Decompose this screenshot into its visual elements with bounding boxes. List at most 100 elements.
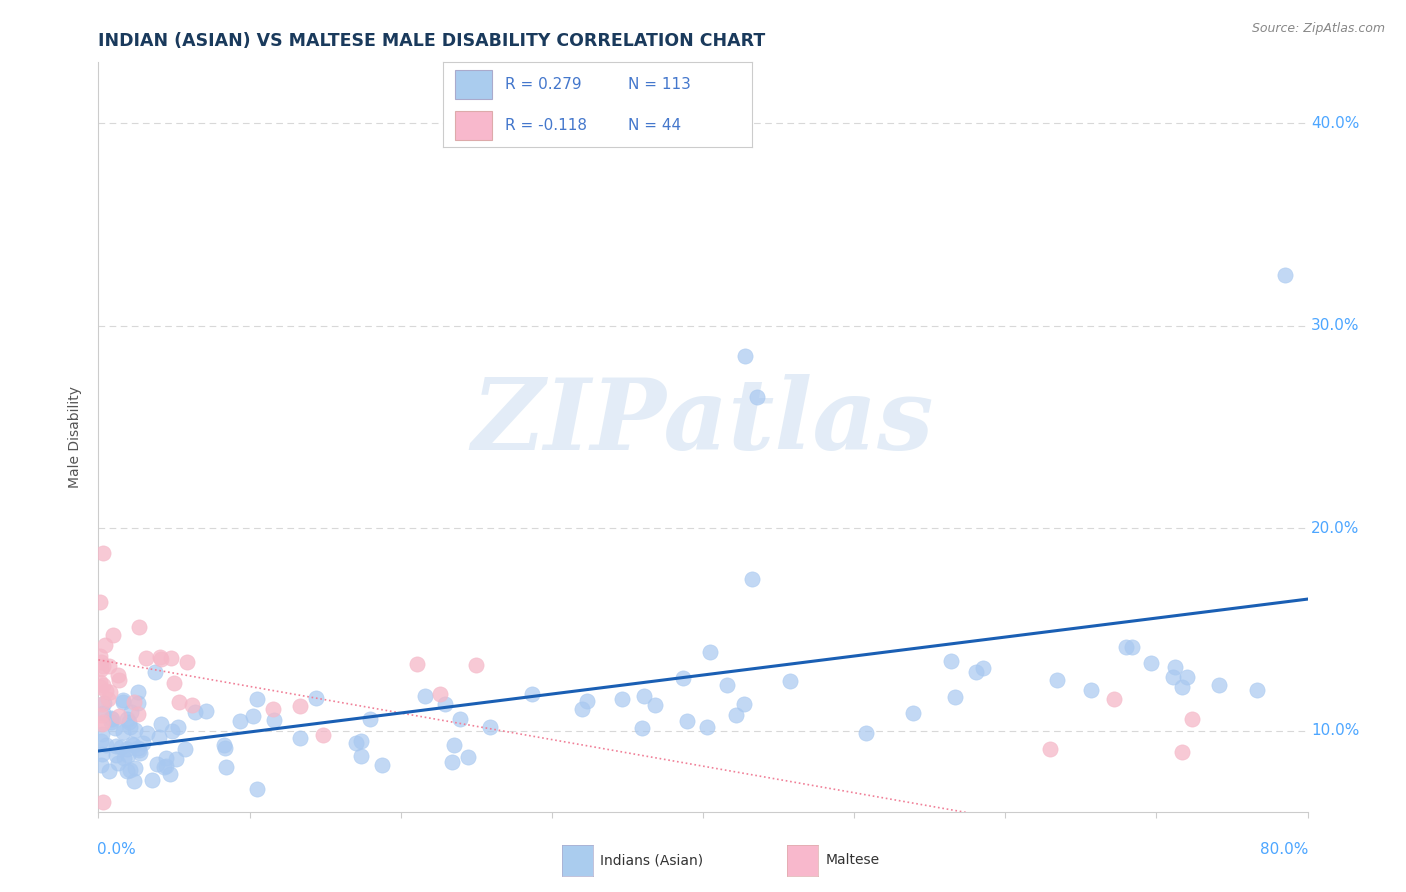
Point — [305, 690, 328, 705]
Point — [120, 763, 142, 777]
Point — [214, 740, 236, 755]
Point — [1039, 742, 1062, 756]
Point — [159, 766, 181, 780]
Point — [160, 724, 183, 739]
Point — [741, 572, 763, 586]
Point — [115, 742, 138, 756]
Point — [699, 645, 721, 659]
Point — [972, 661, 994, 675]
Point — [90, 707, 112, 722]
Point — [1080, 683, 1102, 698]
Point — [263, 713, 285, 727]
Point — [148, 730, 170, 744]
Point — [127, 696, 149, 710]
Point — [181, 698, 204, 712]
Point — [214, 760, 236, 774]
Point — [143, 665, 166, 679]
Point — [1181, 712, 1204, 726]
Point — [344, 736, 367, 750]
Point — [457, 749, 479, 764]
Point — [350, 734, 373, 748]
Point — [120, 721, 142, 735]
Point — [1164, 660, 1187, 674]
Point — [672, 671, 695, 685]
Point — [128, 743, 150, 757]
Point — [91, 706, 114, 720]
Point — [108, 709, 131, 723]
Point — [779, 673, 801, 688]
Point — [855, 725, 877, 739]
Point — [1121, 640, 1143, 655]
Point — [122, 695, 145, 709]
Point — [135, 650, 157, 665]
Point — [716, 678, 738, 692]
Point — [571, 702, 593, 716]
Point — [312, 727, 335, 741]
Point — [104, 721, 127, 735]
Point — [104, 747, 127, 762]
Point — [478, 720, 501, 734]
Text: INDIAN (ASIAN) VS MALTESE MALE DISABILITY CORRELATION CHART: INDIAN (ASIAN) VS MALTESE MALE DISABILIT… — [98, 32, 766, 50]
Point — [290, 731, 312, 746]
Point — [94, 638, 117, 652]
Point — [939, 654, 962, 668]
Text: N = 44: N = 44 — [628, 118, 682, 133]
Text: 30.0%: 30.0% — [1312, 318, 1360, 334]
Point — [734, 349, 756, 363]
Point — [115, 712, 138, 726]
Point — [1161, 670, 1184, 684]
Point — [94, 684, 117, 698]
Point — [631, 722, 654, 736]
Point — [112, 695, 135, 709]
Point — [522, 688, 544, 702]
Point — [121, 737, 143, 751]
Point — [465, 657, 488, 672]
Point — [149, 652, 172, 666]
Point — [676, 714, 699, 729]
Point — [350, 749, 373, 764]
Point — [633, 689, 655, 703]
Point — [288, 698, 311, 713]
Text: R = -0.118: R = -0.118 — [505, 118, 586, 133]
Point — [1045, 673, 1067, 688]
Point — [105, 739, 128, 754]
Point — [167, 720, 190, 734]
Point — [1115, 640, 1137, 654]
Point — [107, 668, 129, 682]
Point — [128, 620, 150, 634]
Point — [903, 706, 925, 721]
Point — [1208, 678, 1230, 692]
Point — [122, 773, 145, 788]
Point — [89, 680, 111, 694]
Point — [89, 595, 111, 609]
Point — [612, 692, 634, 706]
Point — [117, 747, 139, 762]
Point — [644, 698, 666, 712]
Point — [94, 738, 117, 752]
Point — [91, 698, 114, 712]
Point — [120, 705, 142, 719]
Point — [724, 707, 747, 722]
Point — [100, 685, 122, 699]
Point — [136, 726, 159, 740]
Point — [90, 662, 112, 676]
Point — [100, 714, 122, 729]
Point — [101, 627, 124, 641]
Point — [117, 764, 139, 778]
Point — [165, 752, 187, 766]
Point — [155, 751, 177, 765]
Point — [112, 751, 135, 765]
Text: 20.0%: 20.0% — [1312, 521, 1360, 536]
Point — [97, 764, 120, 778]
Point — [97, 691, 120, 706]
Text: R = 0.279: R = 0.279 — [505, 77, 581, 92]
Text: ZIPatlas: ZIPatlas — [472, 374, 934, 470]
Text: N = 113: N = 113 — [628, 77, 692, 92]
Point — [443, 738, 465, 752]
Point — [183, 705, 205, 719]
Point — [1102, 691, 1125, 706]
Point — [146, 756, 169, 771]
Point — [127, 706, 149, 721]
Point — [132, 736, 155, 750]
Point — [118, 715, 141, 730]
